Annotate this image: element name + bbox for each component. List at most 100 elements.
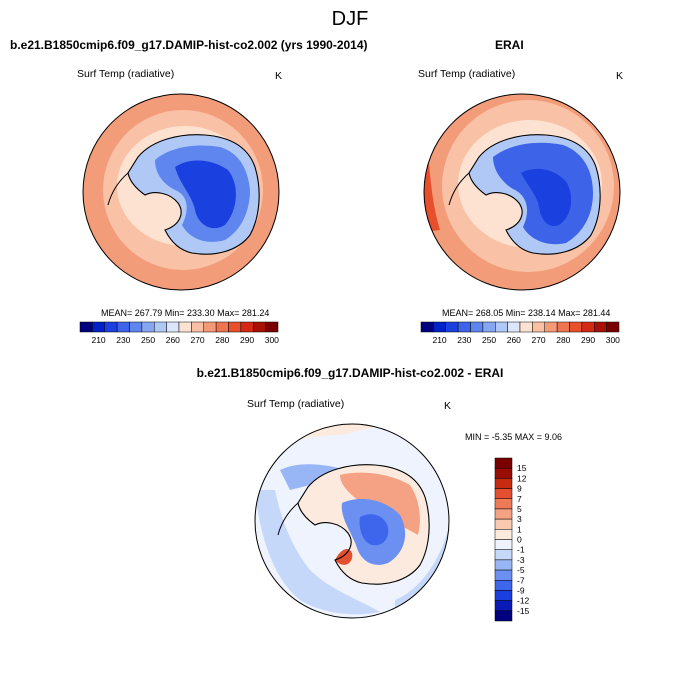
colorbar-swatch: [494, 467, 513, 479]
obs-antarctica-core: [521, 168, 572, 227]
colorbar-tick-label: 210: [91, 335, 105, 345]
colorbar-tick-label: 210: [432, 335, 446, 345]
diff-west-cool-patch: [255, 490, 380, 615]
diff-polar-map: [254, 423, 450, 619]
colorbar-tick-label: 12: [517, 473, 527, 483]
colorbar-swatch: [494, 518, 513, 530]
colorbar-tick-label: 280: [215, 335, 229, 345]
obs-coastline: [468, 134, 601, 255]
colorbar-swatch: [433, 321, 446, 333]
model-panel-title: b.e21.B1850cmip6.f09_g17.DAMIP-hist-co2.…: [10, 38, 368, 52]
colorbar-tick-label: -15: [517, 606, 530, 616]
colorbar-swatch: [129, 321, 143, 333]
colorbar-tick-label: 260: [166, 335, 180, 345]
colorbar-swatch: [203, 321, 217, 333]
colorbar-swatch: [556, 321, 570, 333]
colorbar-swatch: [494, 600, 513, 612]
colorbar-swatch: [494, 569, 513, 581]
obs-colorbar: 210 230 250 260 270 280 290 300: [420, 321, 620, 345]
colorbar-tick-label: 15: [517, 463, 527, 473]
colorbar-tick-label: 5: [517, 504, 522, 514]
obs-polar-map: [423, 93, 621, 291]
colorbar-tick-label: 270: [190, 335, 204, 345]
model-peninsula-coast: [107, 172, 129, 206]
colorbar-swatch: [92, 321, 105, 333]
colorbar-tick-label: 280: [556, 335, 570, 345]
colorbar-tick-label: 290: [581, 335, 595, 345]
colorbar-tick-label: 300: [606, 335, 620, 345]
colorbar-swatch: [445, 321, 459, 333]
colorbar-swatch: [166, 321, 180, 333]
model-variable-label: Surf Temp (radiative): [77, 68, 175, 80]
colorbar-tick-label: 0: [517, 535, 522, 545]
colorbar-swatch: [494, 457, 513, 469]
colorbar-swatch: [79, 321, 93, 333]
diff-peninsula-coast: [277, 502, 299, 536]
colorbar-tick-label: 250: [482, 335, 496, 345]
diff-stats: MIN = -5.35 MAX = 9.06: [465, 432, 563, 442]
colorbar-swatch: [178, 321, 192, 333]
colorbar-swatch: [606, 321, 620, 333]
colorbar-swatch: [581, 321, 595, 333]
colorbar-tick-label: 9: [517, 484, 522, 494]
obs-stats: MEAN= 268.05 Min= 238.14 Max= 281.44: [442, 308, 611, 318]
colorbar-swatch: [494, 478, 513, 489]
colorbar-tick-label: -1: [517, 545, 525, 555]
colorbar-swatch: [253, 321, 266, 333]
obs-west-warm-edge: [424, 120, 440, 232]
model-colorbar: 210 230 250 260 270 280 290 300: [79, 321, 279, 345]
colorbar-swatch: [494, 508, 513, 520]
colorbar-swatch: [457, 321, 471, 333]
obs-units-label: K: [616, 70, 624, 82]
obs-variable-label: Surf Temp (radiative): [418, 68, 516, 80]
colorbar-tick-label: 250: [141, 335, 155, 345]
colorbar-swatch: [494, 539, 513, 550]
colorbar-tick-label: 230: [457, 335, 471, 345]
colorbar-swatch: [104, 321, 118, 333]
colorbar-swatch: [228, 321, 242, 333]
colorbar-swatch: [569, 321, 583, 333]
obs-panel-title: ERAI: [495, 38, 524, 52]
model-map-border: [82, 93, 280, 291]
colorbar-tick-label: -12: [517, 596, 530, 606]
diff-units-label: K: [444, 400, 452, 412]
colorbar-swatch: [532, 321, 545, 333]
diff-variable-label: Surf Temp (radiative): [247, 398, 345, 410]
model-stats: MEAN= 267.79 Min= 233.30 Max= 281.24: [101, 308, 270, 318]
colorbar-swatch: [494, 559, 513, 571]
figure-title: DJF: [331, 8, 369, 30]
diff-panel-title: b.e21.B1850cmip6.f09_g17.DAMIP-hist-co2.…: [196, 366, 504, 380]
colorbar-swatch: [215, 321, 229, 333]
colorbar-swatch: [470, 321, 484, 333]
colorbar-swatch: [594, 321, 607, 333]
colorbar-swatch: [544, 321, 558, 333]
colorbar-tick-label: 230: [116, 335, 130, 345]
colorbar-swatch: [191, 321, 204, 333]
colorbar-swatch: [420, 321, 434, 333]
colorbar-tick-label: 3: [517, 514, 522, 524]
colorbar-swatch: [494, 580, 513, 591]
colorbar-swatch: [519, 321, 533, 333]
colorbar-swatch: [494, 549, 513, 561]
colorbar-tick-label: -5: [517, 565, 525, 575]
obs-peninsula-coast: [448, 172, 470, 206]
diff-ross-warm-spot: [335, 549, 353, 565]
colorbar-swatch: [494, 529, 513, 540]
diff-coastline: [297, 464, 430, 585]
model-coastline: [127, 134, 260, 255]
colorbar-swatch: [482, 321, 496, 333]
diff-pacific-cool-patch: [280, 464, 345, 490]
colorbar-swatch: [154, 321, 167, 333]
colorbar-tick-label: -9: [517, 585, 525, 595]
colorbar-swatch: [116, 321, 130, 333]
colorbar-swatch: [141, 321, 155, 333]
model-antarctica-core: [175, 160, 236, 229]
colorbar-tick-label: 260: [507, 335, 521, 345]
colorbar-swatch: [494, 610, 513, 622]
model-units-label: K: [275, 70, 283, 82]
colorbar-swatch: [494, 590, 513, 601]
model-polar-map: [82, 93, 280, 291]
colorbar-tick-label: 7: [517, 494, 522, 504]
colorbar-swatch: [265, 321, 279, 333]
